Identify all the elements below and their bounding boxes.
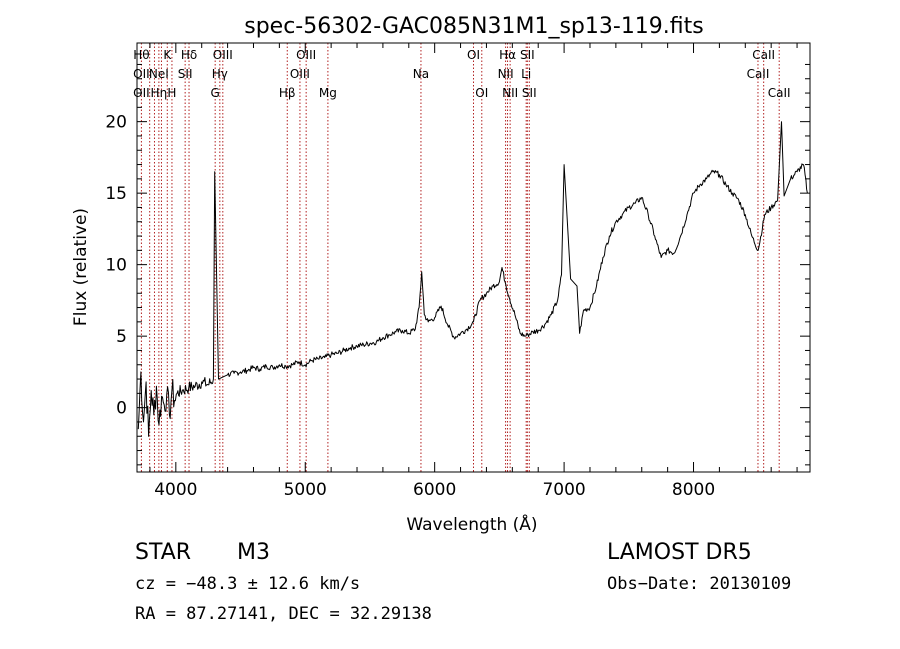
x-tick-label: 6000 [413,480,456,500]
y-tick-label: 0 [116,399,127,419]
spectral-line-label: H [167,86,176,100]
spectral-line-label: Hα [499,48,516,62]
object-class: STAR [135,540,192,565]
spectral-line-label: NII [498,67,514,81]
spectral-line-label: SII [522,86,537,100]
spectral-line-label: Na [413,67,429,81]
spectral-line-label: Hη [151,86,168,100]
spectral-line-markers [140,43,780,472]
x-axis-ticks: 4000 5000 6000 7000 8000 [149,43,798,500]
spectral-line-label: Li [521,67,531,81]
x-axis-label: Wavelength (Å) [406,513,537,535]
spectral-line-label: OI [467,48,480,62]
spectral-line-label: SII [520,48,535,62]
y-tick-label: 20 [105,113,127,133]
spectral-line-label: K [163,48,172,62]
plot-border [136,42,811,473]
spectrum-line [137,121,808,437]
chart-title: spec-56302-GAC085N31M1_sp13-119.fits [244,14,704,39]
spectral-line-label: Hθ [133,48,149,62]
velocity-readout: cz = −48.3 ± 12.6 km/s [135,574,361,594]
obs-date: Obs−Date: 20130109 [607,574,792,594]
x-tick-label: 4000 [154,480,197,500]
x-tick-label: 7000 [542,480,585,500]
spectral-line-label: Hγ [212,67,228,81]
y-axis-ticks: 0 5 10 15 20 [105,63,810,466]
spectral-line-label: G [211,86,220,100]
spectral-line-label: OI [475,86,488,100]
x-tick-label: 5000 [284,480,327,500]
spectral-line-label: OIII [290,67,310,81]
spectral-line-label: Mg [319,86,337,100]
x-tick-label: 8000 [672,480,715,500]
spectral-line-label: CaII [768,86,791,100]
survey-name: LAMOST DR5 [607,540,752,565]
spectral-line-label: Hβ [279,86,296,100]
spectral-line-label: NII [502,86,518,100]
spectral-line-label: SII [178,67,193,81]
spectrum-series [137,121,808,437]
spectral-line-label: NeI [149,67,169,81]
y-tick-label: 5 [116,327,127,347]
coordinates: RA = 87.27141, DEC = 32.29138 [135,604,432,624]
spectral-line-label: CaII [752,48,775,62]
spectral-line-label: OIII [296,48,316,62]
y-tick-label: 10 [105,256,127,276]
object-subclass: M3 [237,540,270,565]
spectral-line-labels: HθOIIOIINeIHηKHSIIHδGHγOIIIHβOIIIOIIIMgN… [133,48,790,100]
spectral-line-label: Hδ [181,48,197,62]
y-axis-label: Flux (relative) [71,208,91,326]
spectral-line-label: OIII [213,48,233,62]
spectral-line-label: CaII [747,67,770,81]
y-tick-label: 15 [105,184,127,204]
plot-frame [136,42,811,473]
